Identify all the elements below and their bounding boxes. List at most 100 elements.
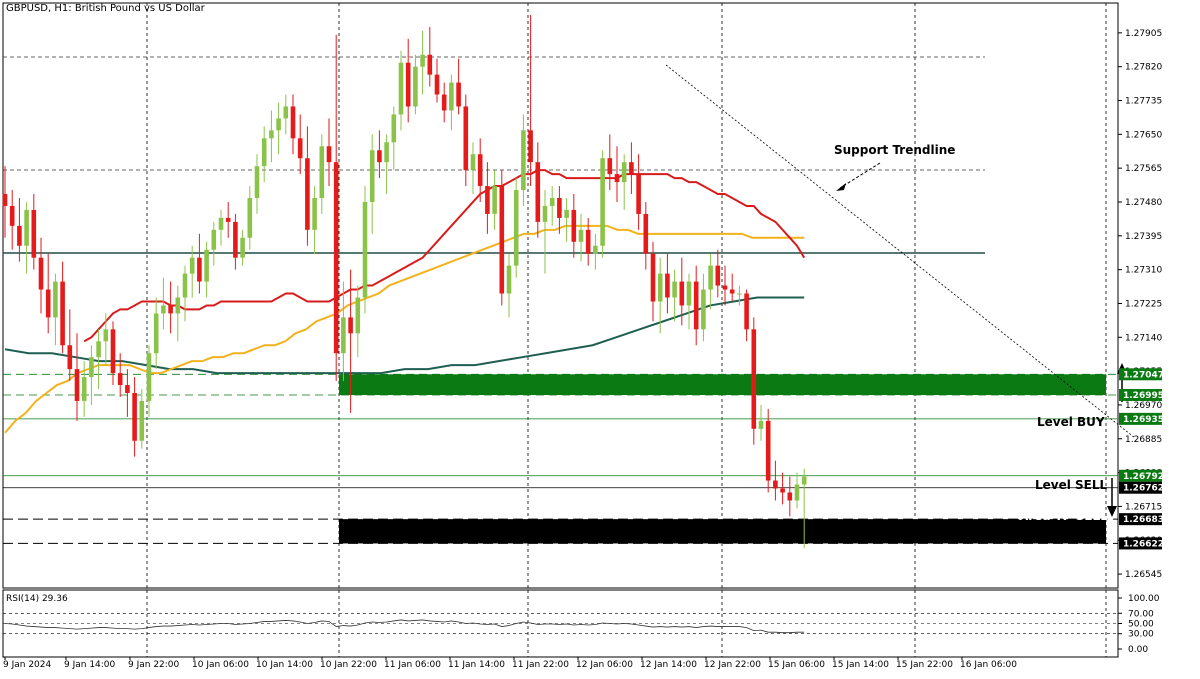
candle-body[interactable] bbox=[17, 225, 22, 246]
candle-body[interactable] bbox=[427, 54, 433, 75]
candle-body[interactable] bbox=[535, 162, 541, 222]
candle-body[interactable] bbox=[240, 237, 245, 258]
candle-body[interactable] bbox=[326, 146, 332, 163]
candle-body[interactable] bbox=[31, 209, 37, 258]
candle-body[interactable] bbox=[801, 476, 807, 485]
candle-body[interactable] bbox=[614, 174, 620, 183]
candle-body[interactable] bbox=[233, 221, 238, 258]
candle-body[interactable] bbox=[67, 345, 73, 370]
candle-body[interactable] bbox=[593, 245, 598, 254]
candle-body[interactable] bbox=[182, 273, 188, 298]
candle-body[interactable] bbox=[650, 253, 656, 302]
candle-body[interactable] bbox=[686, 281, 692, 306]
candle-body[interactable] bbox=[434, 74, 440, 95]
candle-body[interactable] bbox=[74, 369, 80, 401]
candle-body[interactable] bbox=[521, 130, 526, 191]
candle-body[interactable] bbox=[24, 209, 29, 246]
candle-body[interactable] bbox=[557, 198, 562, 218]
candle-body[interactable] bbox=[470, 154, 476, 171]
candle-body[interactable] bbox=[751, 329, 757, 429]
candle-body[interactable] bbox=[189, 257, 195, 274]
candle-body[interactable] bbox=[737, 293, 742, 295]
candle-body[interactable] bbox=[269, 130, 274, 139]
candle-body[interactable] bbox=[636, 174, 641, 214]
candle-body[interactable] bbox=[578, 229, 584, 242]
candle-body[interactable] bbox=[377, 150, 382, 163]
candle-body[interactable] bbox=[629, 162, 634, 175]
candle-body[interactable] bbox=[283, 106, 289, 119]
candle-body[interactable] bbox=[420, 54, 425, 67]
candle-body[interactable] bbox=[139, 400, 145, 441]
candle-body[interactable] bbox=[261, 138, 267, 167]
candle-body[interactable] bbox=[549, 198, 555, 206]
candle-body[interactable] bbox=[413, 66, 418, 107]
candle-body[interactable] bbox=[333, 162, 339, 354]
candle-body[interactable] bbox=[297, 138, 303, 159]
candle-body[interactable] bbox=[571, 209, 577, 242]
candle-body[interactable] bbox=[247, 198, 253, 238]
candle-body[interactable] bbox=[103, 329, 109, 342]
candle-body[interactable] bbox=[96, 341, 101, 358]
candle-body[interactable] bbox=[9, 205, 15, 226]
candle-body[interactable] bbox=[45, 289, 51, 318]
candle-body[interactable] bbox=[693, 281, 699, 330]
candle-body[interactable] bbox=[585, 229, 591, 254]
candle-body[interactable] bbox=[225, 217, 231, 222]
candle-body[interactable] bbox=[146, 353, 152, 401]
candle-body[interactable] bbox=[744, 293, 749, 330]
candle-body[interactable] bbox=[341, 317, 346, 354]
candle-body[interactable] bbox=[204, 249, 209, 282]
candle-body[interactable] bbox=[132, 393, 137, 441]
candle-body[interactable] bbox=[391, 114, 397, 143]
candle-body[interactable] bbox=[161, 305, 166, 314]
candle-body[interactable] bbox=[477, 154, 483, 187]
candle-body[interactable] bbox=[657, 273, 663, 302]
candle-body[interactable] bbox=[528, 130, 533, 163]
candle-body[interactable] bbox=[456, 82, 461, 107]
candle-body[interactable] bbox=[276, 118, 281, 131]
candle-body[interactable] bbox=[607, 158, 613, 175]
candle-body[interactable] bbox=[117, 373, 123, 386]
candle-body[interactable] bbox=[153, 313, 159, 354]
candle-body[interactable] bbox=[758, 420, 764, 429]
candle-body[interactable] bbox=[506, 265, 512, 294]
candle-body[interactable] bbox=[312, 198, 317, 230]
candle-body[interactable] bbox=[168, 305, 173, 314]
candle-body[interactable] bbox=[319, 146, 325, 198]
candle-body[interactable] bbox=[787, 492, 793, 501]
candle-body[interactable] bbox=[175, 297, 181, 314]
candle-body[interactable] bbox=[665, 273, 670, 298]
candle-body[interactable] bbox=[542, 205, 548, 222]
candle-body[interactable] bbox=[794, 484, 800, 501]
candle-body[interactable] bbox=[672, 281, 677, 298]
candle-body[interactable] bbox=[773, 480, 778, 489]
candle-body[interactable] bbox=[81, 377, 87, 401]
candle-body[interactable] bbox=[701, 289, 706, 330]
candle-body[interactable] bbox=[53, 281, 58, 318]
candle-body[interactable] bbox=[305, 158, 310, 230]
candle-body[interactable] bbox=[125, 385, 130, 393]
candle-body[interactable] bbox=[708, 265, 713, 290]
candle-body[interactable] bbox=[564, 209, 569, 218]
candle-body[interactable] bbox=[254, 166, 260, 198]
candle-body[interactable] bbox=[679, 281, 685, 306]
candle-body[interactable] bbox=[463, 106, 469, 171]
candle-body[interactable] bbox=[405, 62, 411, 107]
candle-body[interactable] bbox=[492, 186, 497, 214]
candle-body[interactable] bbox=[780, 488, 785, 493]
candle-body[interactable] bbox=[290, 106, 296, 139]
candle-body[interactable] bbox=[441, 94, 447, 111]
candle-body[interactable] bbox=[89, 357, 94, 378]
candle-body[interactable] bbox=[513, 190, 519, 266]
candle-body[interactable] bbox=[643, 213, 649, 254]
candle-body[interactable] bbox=[362, 201, 368, 298]
candle-body[interactable] bbox=[2, 194, 8, 206]
candle-body[interactable] bbox=[218, 217, 224, 230]
candle-body[interactable] bbox=[384, 142, 389, 163]
candle-body[interactable] bbox=[60, 281, 65, 346]
candle-body[interactable] bbox=[211, 229, 217, 250]
candle-body[interactable] bbox=[499, 186, 505, 294]
candle-body[interactable] bbox=[722, 285, 728, 290]
candle-body[interactable] bbox=[600, 158, 605, 246]
